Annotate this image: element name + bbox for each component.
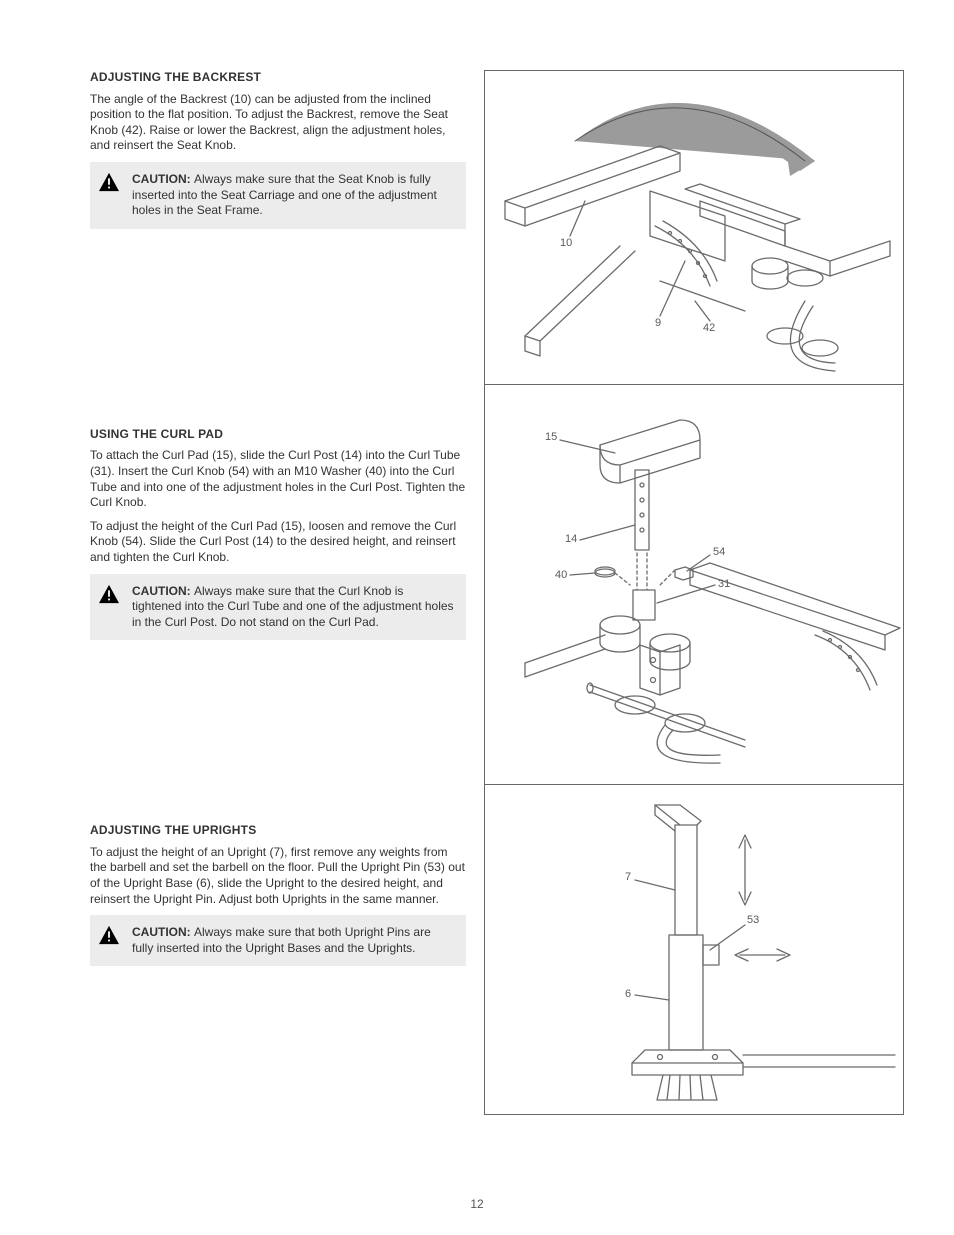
right-column: 10 9 42 xyxy=(484,70,904,1115)
caution-box-backrest: CAUTION: Always make sure that the Seat … xyxy=(90,162,466,229)
fig3-label-53: 53 xyxy=(747,913,759,927)
section-body-curlpad-1: To attach the Curl Pad (15), slide the C… xyxy=(90,448,466,510)
fig3-label-6: 6 xyxy=(625,987,631,1001)
section-curlpad: USING THE CURL PAD To attach the Curl Pa… xyxy=(90,427,466,649)
fig3-label-7: 7 xyxy=(625,870,631,884)
section-title-uprights: ADJUSTING THE UPRIGHTS xyxy=(90,823,466,839)
caution-label: CAUTION: xyxy=(132,925,194,939)
section-body-curlpad-2: To adjust the height of the Curl Pad (15… xyxy=(90,519,466,566)
warning-icon xyxy=(98,172,120,192)
fig1-label-42: 42 xyxy=(703,321,715,335)
section-body-backrest: The angle of the Backrest (10) can be ad… xyxy=(90,92,466,154)
figure-backrest: 10 9 42 xyxy=(484,70,904,385)
section-title-backrest: ADJUSTING THE BACKREST xyxy=(90,70,466,86)
fig1-label-9: 9 xyxy=(655,316,661,330)
figure-curlpad: 15 40 54 31 14 xyxy=(484,385,904,785)
left-column: ADJUSTING THE BACKREST The angle of the … xyxy=(90,70,466,1115)
fig2-label-31: 31 xyxy=(718,577,730,591)
section-body-uprights: To adjust the height of an Upright (7), … xyxy=(90,845,466,907)
caution-box-uprights: CAUTION: Always make sure that both Upri… xyxy=(90,915,466,966)
caution-label: CAUTION: xyxy=(132,584,194,598)
fig2-label-14: 14 xyxy=(565,532,577,546)
warning-icon xyxy=(98,925,120,945)
caution-label: CAUTION: xyxy=(132,172,194,186)
section-backrest: ADJUSTING THE BACKREST The angle of the … xyxy=(90,70,466,237)
section-uprights: ADJUSTING THE UPRIGHTS To adjust the hei… xyxy=(90,823,466,974)
warning-icon xyxy=(98,584,120,604)
caution-box-curlpad: CAUTION: Always make sure that the Curl … xyxy=(90,574,466,641)
fig2-label-40: 40 xyxy=(555,568,567,582)
fig2-label-15: 15 xyxy=(545,430,557,444)
section-title-curlpad: USING THE CURL PAD xyxy=(90,427,466,443)
fig2-label-54: 54 xyxy=(713,545,725,559)
figure-upright: 2 xyxy=(484,785,904,1115)
page-number: 12 xyxy=(470,1197,483,1213)
fig1-label-10: 10 xyxy=(560,236,572,250)
